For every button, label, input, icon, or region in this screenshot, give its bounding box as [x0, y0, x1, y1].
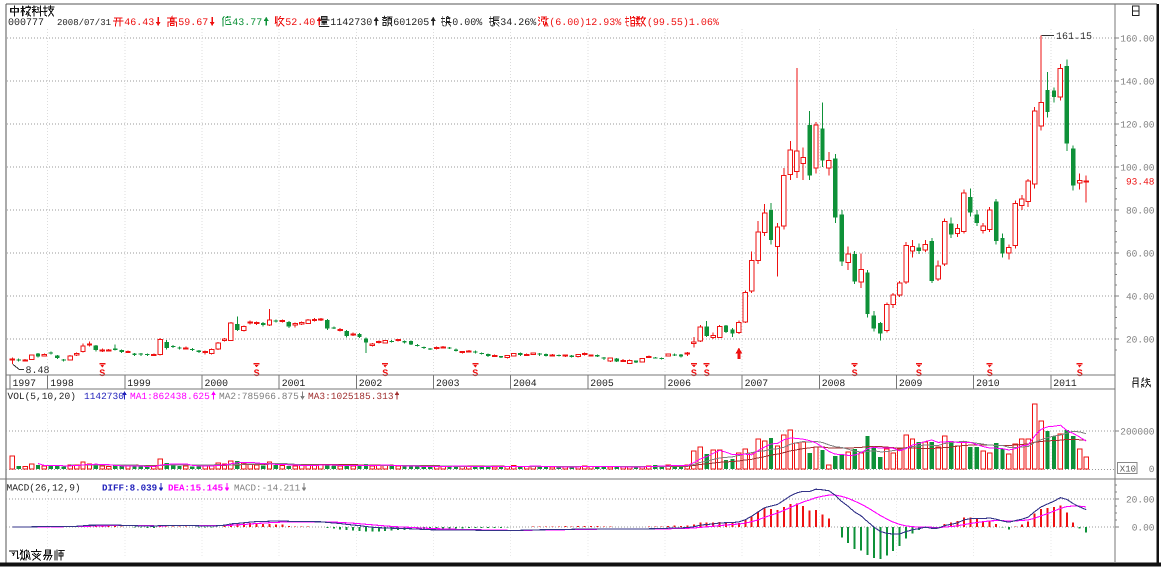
svg-text:1997: 1997	[13, 378, 37, 389]
svg-text:200000: 200000	[1120, 426, 1155, 437]
svg-text:2006: 2006	[668, 378, 692, 389]
svg-text:60.00: 60.00	[1126, 248, 1155, 259]
svg-text:43.77: 43.77	[232, 18, 262, 29]
svg-text:59.67: 59.67	[178, 18, 208, 29]
svg-text:DIFF:8.039: DIFF:8.039	[102, 483, 157, 494]
svg-text:160.00: 160.00	[1120, 33, 1155, 44]
svg-text:VOL(5,10,20): VOL(5,10,20)	[8, 391, 76, 402]
svg-text:2009: 2009	[899, 378, 923, 389]
svg-text:(99.55)1.06%: (99.55)1.06%	[647, 17, 719, 29]
svg-text:120.00: 120.00	[1120, 119, 1155, 130]
svg-text:2005: 2005	[590, 378, 614, 389]
svg-text:2004: 2004	[513, 378, 537, 389]
svg-text:46.43: 46.43	[124, 18, 154, 29]
svg-text:93.48: 93.48	[1126, 177, 1155, 188]
svg-text:2002: 2002	[359, 378, 383, 389]
svg-text:2008/07/31: 2008/07/31	[57, 18, 111, 28]
svg-text:MACD:-14.211: MACD:-14.211	[234, 483, 301, 494]
svg-text:1142730: 1142730	[330, 18, 372, 29]
svg-text:52.40: 52.40	[285, 18, 315, 29]
svg-text:2008: 2008	[822, 378, 846, 389]
svg-text:0.00: 0.00	[1132, 522, 1155, 533]
svg-text:2003: 2003	[436, 378, 460, 389]
svg-text:2010: 2010	[976, 378, 1000, 389]
svg-text:MA1:862438.625: MA1:862438.625	[130, 391, 210, 402]
svg-text:1999: 1999	[127, 378, 151, 389]
svg-text:2000: 2000	[205, 378, 229, 389]
svg-text:0: 0	[1149, 464, 1155, 475]
svg-text:2007: 2007	[745, 378, 769, 389]
svg-text:20.00: 20.00	[1126, 334, 1155, 345]
svg-text:20.00: 20.00	[1126, 494, 1155, 505]
svg-text:100.00: 100.00	[1120, 162, 1155, 173]
svg-text:1142730: 1142730	[84, 391, 124, 402]
svg-text:40.00: 40.00	[1126, 291, 1155, 302]
svg-text:140.00: 140.00	[1120, 76, 1155, 87]
svg-text:X10: X10	[1120, 464, 1136, 474]
svg-text:MA3:1025185.313: MA3:1025185.313	[308, 391, 394, 402]
svg-text:DEA:15.145: DEA:15.145	[168, 483, 224, 494]
svg-text:80.00: 80.00	[1126, 205, 1155, 216]
svg-text:8.48: 8.48	[26, 366, 50, 377]
svg-text:601205: 601205	[393, 18, 429, 29]
svg-text:MA2:785966.875: MA2:785966.875	[219, 391, 299, 402]
svg-text:MACD(26,12,9): MACD(26,12,9)	[7, 483, 81, 494]
svg-text:2011: 2011	[1053, 378, 1077, 389]
svg-text:1998: 1998	[50, 378, 74, 389]
svg-text:0.00%: 0.00%	[452, 18, 482, 29]
svg-text:000777: 000777	[8, 18, 44, 29]
svg-text:2001: 2001	[282, 378, 306, 389]
svg-text:(6.00)12.93%: (6.00)12.93%	[549, 17, 621, 29]
svg-text:161.15: 161.15	[1056, 32, 1092, 43]
svg-text:34.26%: 34.26%	[500, 18, 536, 29]
